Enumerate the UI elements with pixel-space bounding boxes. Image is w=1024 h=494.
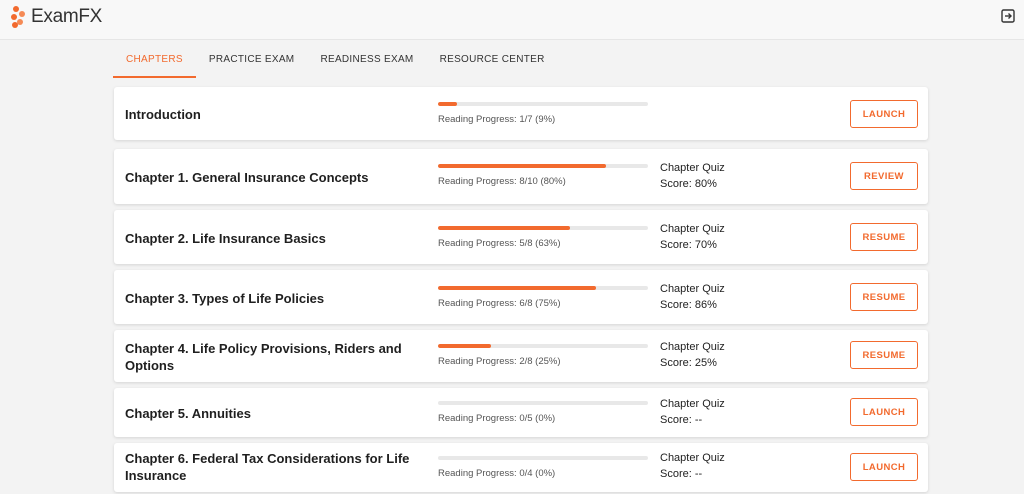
- progress-track: [438, 164, 648, 168]
- progress-text: Reading Progress: 6/8 (75%): [438, 298, 561, 309]
- logo-text: ExamFX: [31, 6, 103, 27]
- reading-progress: Reading Progress: 5/8 (63%): [438, 226, 648, 249]
- tab-chapters[interactable]: CHAPTERS: [113, 48, 196, 78]
- progress-fill: [438, 344, 491, 348]
- tab-bar: CHAPTERS PRACTICE EXAM READINESS EXAM RE…: [113, 48, 558, 78]
- chapter-quiz: Chapter Quiz Score: 86%: [660, 281, 725, 313]
- quiz-score: Score: 25%: [660, 357, 717, 369]
- quiz-score: Score: --: [660, 468, 703, 480]
- chapter-title: Chapter 1. General Insurance Concepts: [125, 170, 369, 185]
- quiz-score: Score: --: [660, 414, 703, 426]
- chapter-quiz: Chapter Quiz Score: 70%: [660, 221, 725, 253]
- reading-progress: Reading Progress: 1/7 (9%): [438, 102, 648, 125]
- progress-track: [438, 286, 648, 290]
- reading-progress: Reading Progress: 0/5 (0%): [438, 401, 648, 424]
- chapter-card-4: Chapter 4. Life Policy Provisions, Rider…: [114, 330, 928, 382]
- progress-track: [438, 401, 648, 405]
- quiz-label: Chapter Quiz: [660, 452, 725, 464]
- logo-mark-icon: [10, 6, 28, 28]
- quiz-score: Score: 70%: [660, 239, 717, 251]
- progress-text: Reading Progress: 0/5 (0%): [438, 413, 556, 424]
- chapter-card-5: Chapter 5. Annuities Reading Progress: 0…: [114, 388, 928, 437]
- progress-track: [438, 102, 648, 106]
- quiz-label: Chapter Quiz: [660, 162, 725, 174]
- chapter-quiz: Chapter Quiz Score: 25%: [660, 339, 725, 371]
- launch-button[interactable]: LAUNCH: [850, 100, 918, 128]
- progress-text: Reading Progress: 0/4 (0%): [438, 468, 556, 479]
- quiz-score: Score: 86%: [660, 299, 717, 311]
- reading-progress: Reading Progress: 8/10 (80%): [438, 164, 648, 187]
- progress-fill: [438, 286, 596, 290]
- progress-text: Reading Progress: 1/7 (9%): [438, 114, 556, 125]
- examfx-logo[interactable]: ExamFX: [10, 6, 102, 28]
- chapter-title: Chapter 3. Types of Life Policies: [125, 291, 325, 306]
- progress-track: [438, 226, 648, 230]
- chapter-quiz: Chapter Quiz Score: --: [660, 450, 725, 482]
- progress-text: Reading Progress: 8/10 (80%): [438, 176, 566, 187]
- chapter-title: Chapter 6. Federal Tax Considerations fo…: [125, 451, 410, 483]
- progress-fill: [438, 226, 571, 230]
- chapter-title: Chapter 4. Life Policy Provisions, Rider…: [125, 341, 402, 373]
- exit-icon[interactable]: [1000, 8, 1016, 24]
- review-button[interactable]: REVIEW: [850, 162, 918, 190]
- tab-resource-center[interactable]: RESOURCE CENTER: [439, 54, 545, 65]
- progress-fill: [438, 164, 606, 168]
- chapter-card-3: Chapter 3. Types of Life Policies Readin…: [114, 270, 928, 324]
- quiz-label: Chapter Quiz: [660, 398, 725, 410]
- quiz-label: Chapter Quiz: [660, 223, 725, 235]
- chapter-quiz: Chapter Quiz Score: 80%: [660, 160, 725, 192]
- tab-practice-exam[interactable]: PRACTICE EXAM: [208, 54, 295, 65]
- progress-fill: [438, 102, 457, 106]
- chapter-title: Chapter 5. Annuities: [125, 406, 251, 421]
- chapter-quiz: Chapter Quiz Score: --: [660, 396, 725, 428]
- chapter-card-introduction: Introduction Reading Progress: 1/7 (9%) …: [114, 87, 928, 140]
- launch-button[interactable]: LAUNCH: [850, 453, 918, 481]
- quiz-score: Score: 80%: [660, 178, 717, 190]
- reading-progress: Reading Progress: 2/8 (25%): [438, 344, 648, 367]
- tab-readiness-exam[interactable]: READINESS EXAM: [320, 54, 414, 65]
- top-bar: ExamFX: [0, 0, 1024, 40]
- chapter-card-6: Chapter 6. Federal Tax Considerations fo…: [114, 443, 928, 492]
- chapter-card-2: Chapter 2. Life Insurance Basics Reading…: [114, 210, 928, 264]
- chapter-title: Chapter 2. Life Insurance Basics: [125, 231, 326, 246]
- quiz-label: Chapter Quiz: [660, 283, 725, 295]
- quiz-label: Chapter Quiz: [660, 341, 725, 353]
- progress-text: Reading Progress: 2/8 (25%): [438, 356, 561, 367]
- resume-button[interactable]: RESUME: [850, 223, 918, 251]
- launch-button[interactable]: LAUNCH: [850, 398, 918, 426]
- chapter-card-1: Chapter 1. General Insurance Concepts Re…: [114, 149, 928, 204]
- reading-progress: Reading Progress: 6/8 (75%): [438, 286, 648, 309]
- resume-button[interactable]: RESUME: [850, 341, 918, 369]
- progress-text: Reading Progress: 5/8 (63%): [438, 238, 561, 249]
- reading-progress: Reading Progress: 0/4 (0%): [438, 456, 648, 479]
- chapter-title: Introduction: [125, 107, 201, 122]
- progress-track: [438, 456, 648, 460]
- progress-track: [438, 344, 648, 348]
- resume-button[interactable]: RESUME: [850, 283, 918, 311]
